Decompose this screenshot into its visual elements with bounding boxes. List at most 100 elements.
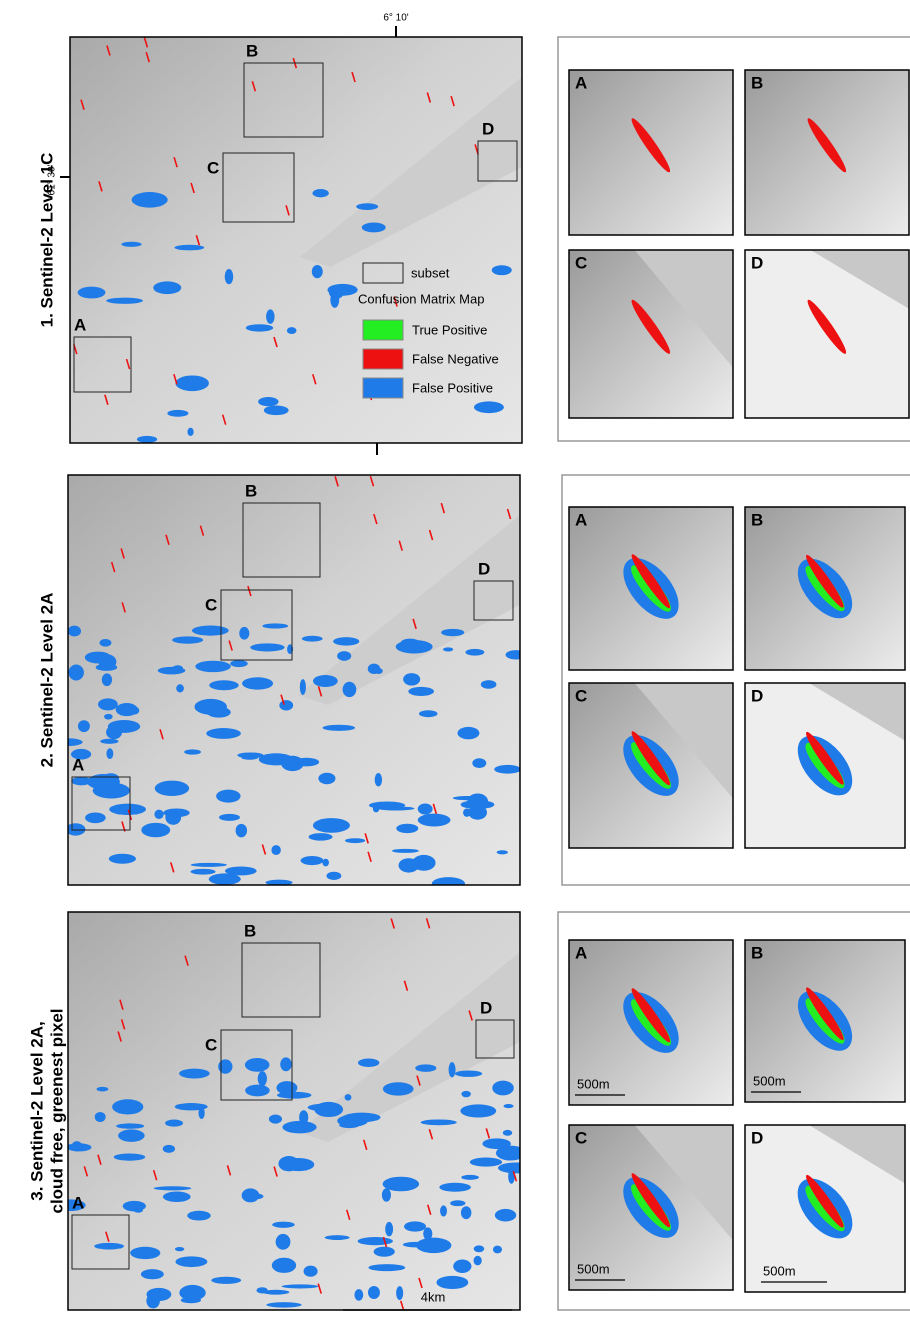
map-feature <box>304 1266 318 1277</box>
inset-label: D <box>751 1128 763 1147</box>
map-feature <box>474 1245 485 1252</box>
scale-label: 500m <box>753 1073 786 1088</box>
map-feature <box>301 856 324 865</box>
scale-label: 4km <box>421 1289 446 1304</box>
map-feature <box>118 1129 145 1142</box>
inset-map <box>745 70 909 235</box>
map-feature <box>416 1238 451 1253</box>
inset-map <box>569 507 733 670</box>
inset-label: C <box>575 1128 587 1147</box>
map-feature <box>218 1059 232 1073</box>
map-feature <box>95 1112 106 1122</box>
map-feature <box>375 668 383 674</box>
inset-label: B <box>751 943 763 962</box>
map-feature <box>313 675 338 687</box>
map-feature <box>269 1114 282 1123</box>
subset-label: B <box>244 921 256 940</box>
inset-map <box>569 683 733 848</box>
map-feature <box>453 796 482 800</box>
map-feature <box>209 680 238 690</box>
map-feature <box>313 818 350 833</box>
scale-label: 500m <box>577 1261 610 1276</box>
map-feature <box>85 652 111 664</box>
map-feature <box>116 703 138 716</box>
map-feature <box>318 773 335 785</box>
map-feature <box>99 639 111 647</box>
map-feature <box>461 1175 479 1180</box>
map-feature <box>175 375 208 391</box>
map-feature <box>137 436 157 443</box>
map-feature <box>392 849 419 853</box>
subset-label: C <box>205 595 217 614</box>
map-feature <box>259 753 294 765</box>
map-feature <box>461 1091 470 1097</box>
map-feature <box>450 1200 465 1206</box>
map-feature <box>192 626 229 636</box>
map-feature <box>219 814 240 821</box>
map-feature <box>69 665 84 681</box>
map-feature <box>343 682 357 697</box>
map-feature <box>343 1113 381 1123</box>
map-feature <box>382 1188 391 1201</box>
map-feature <box>440 1205 447 1216</box>
map-feature <box>385 1222 393 1237</box>
map-feature <box>404 1221 426 1231</box>
map-feature <box>104 714 113 720</box>
subset-label: C <box>207 158 219 177</box>
map-feature <box>116 1123 144 1128</box>
map-feature <box>175 1256 207 1267</box>
map-feature <box>258 397 278 406</box>
map-feature <box>154 1186 192 1190</box>
map-feature <box>474 401 504 413</box>
map-feature <box>383 1082 414 1095</box>
map-feature <box>266 1302 301 1307</box>
map-feature <box>100 739 118 744</box>
legend-title: Confusion Matrix Map <box>358 291 484 306</box>
inset-map <box>569 70 733 235</box>
inset-map <box>569 250 733 418</box>
map-feature <box>368 1286 380 1299</box>
map-feature <box>258 1071 267 1086</box>
map-feature <box>326 872 341 880</box>
map-feature <box>216 790 240 803</box>
map-feature <box>174 245 204 251</box>
subset-label: D <box>480 998 492 1017</box>
legend-label: False Positive <box>412 380 493 395</box>
main-map <box>53 475 526 890</box>
map-feature <box>165 1120 183 1127</box>
map-feature <box>312 189 328 197</box>
inset-label: A <box>575 943 587 962</box>
map-feature <box>362 223 386 233</box>
map-feature <box>141 1269 164 1279</box>
map-feature <box>345 1094 352 1101</box>
map-feature <box>266 309 275 324</box>
map-feature <box>134 1208 143 1213</box>
map-feature <box>191 869 216 875</box>
map-feature <box>396 640 433 654</box>
map-feature <box>300 679 306 695</box>
map-feature <box>163 1192 191 1203</box>
subset-label: A <box>72 1193 84 1212</box>
map-feature <box>399 858 419 872</box>
map-feature <box>280 1057 291 1071</box>
inset-label: A <box>575 510 587 529</box>
map-feature <box>85 812 106 823</box>
map-feature <box>132 192 168 208</box>
map-feature <box>97 1087 109 1092</box>
map-feature <box>191 863 227 867</box>
map-feature <box>172 636 203 643</box>
map-feature <box>237 752 263 758</box>
inset-label: D <box>751 253 763 272</box>
map-feature <box>453 1260 471 1273</box>
map-feature <box>179 1069 210 1079</box>
map-feature <box>276 1081 297 1094</box>
map-feature <box>415 1064 436 1072</box>
map-feature <box>153 281 181 294</box>
map-feature <box>250 643 284 651</box>
map-feature <box>282 1284 319 1288</box>
map-feature <box>109 804 146 815</box>
map-feature <box>506 650 527 659</box>
map-feature <box>112 1099 143 1114</box>
inset-label: A <box>575 73 587 92</box>
longitude-label: 6° 10' <box>383 13 408 24</box>
